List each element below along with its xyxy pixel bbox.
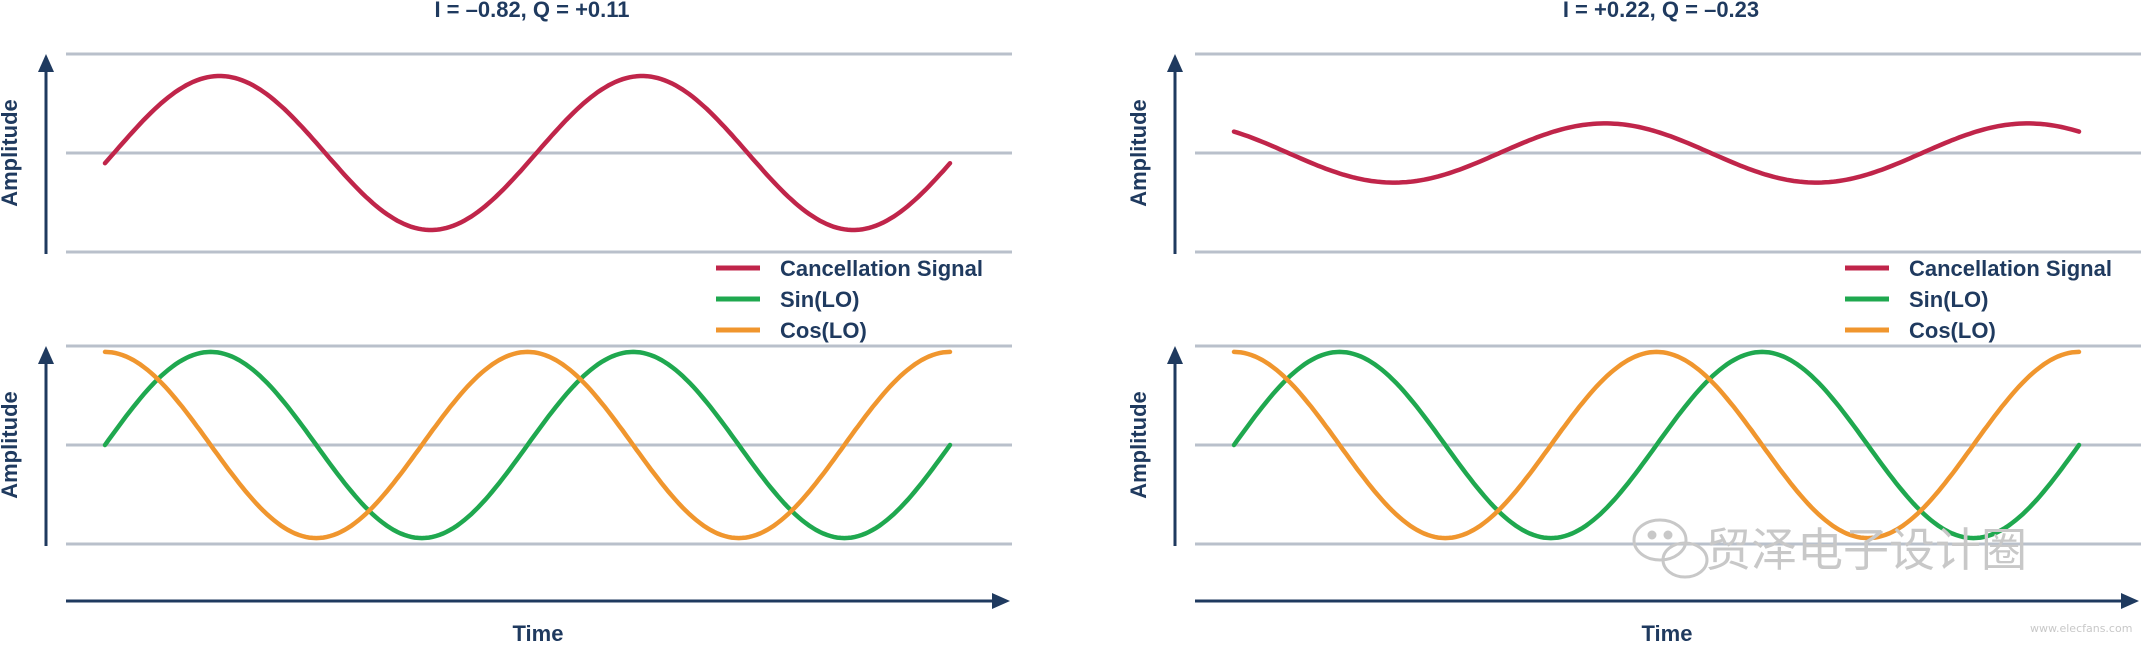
chart-title: I = –0.82, Q = +0.11 [434,0,629,22]
chart-1: I = –0.82, Q = +0.11 Amplitude Amplitude Ca… [0,0,1012,645]
wechat-icon [1632,518,1709,579]
chart-title: I = +0.22, Q = –0.23 [1563,0,1759,22]
series-sin-lo [102,349,953,541]
legend-entry: Sin(LO) [780,287,859,312]
series-cos-lo [102,349,953,541]
bottom-panel-y-axis-label: Amplitude [0,391,22,499]
bottom-panel-y-axis-label: Amplitude [1126,391,1151,499]
x-axis-arrow [992,593,1010,609]
chart-2: I = +0.22, Q = –0.23 Amplitude Amplitude Ca… [1126,0,2141,645]
bottom-panel-y-axis-arrow [1167,346,1183,364]
x-axis-label: Time [1642,621,1693,645]
watermark: 贸泽电子设计圈 www.elecfans.com [1632,518,2132,635]
legend-entry: Cancellation Signal [1909,256,2112,281]
top-panel-y-axis-label: Amplitude [0,99,22,207]
series-sin-lo [1231,349,2082,541]
series-cos-lo [1231,349,2082,541]
x-axis-label: Time [513,621,564,645]
legend-entry: Cos(LO) [780,318,867,343]
x-axis-arrow [2121,593,2139,609]
legend-entry: Cos(LO) [1909,318,1996,343]
series-cancellation-signal [1231,121,2082,185]
top-panel-y-axis-arrow [1167,54,1183,72]
watermark-site: www.elecfans.com [2030,622,2132,635]
watermark-text: 贸泽电子设计圈 [1705,523,2027,577]
bottom-panel-y-axis-arrow [38,346,54,364]
top-panel-y-axis-arrow [38,54,54,72]
series-cancellation-signal [102,73,953,233]
legend-entry: Sin(LO) [1909,287,1988,312]
legend-entry: Cancellation Signal [780,256,983,281]
top-panel-y-axis-label: Amplitude [1126,99,1151,207]
